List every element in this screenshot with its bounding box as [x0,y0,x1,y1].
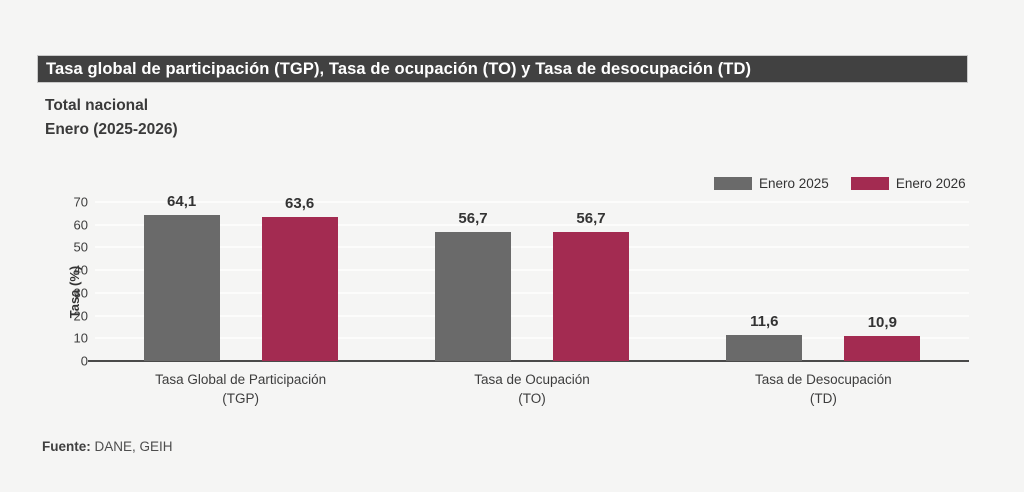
bar-group1-series1 [143,215,220,361]
chart-title: Tasa global de participación (TGP), Tasa… [46,59,752,78]
bar-group2-series2 [553,232,629,361]
y-tick-label-60: 60 [73,217,88,233]
gridline-y-60 [95,223,969,226]
bar-group2-series1 [435,232,511,361]
value-label-group3-series1: 11,6 [750,313,779,330]
legend-item-2026: Enero 2026 [850,176,966,191]
legend-label-2026: Enero 2026 [895,176,966,191]
y-tick-label-50: 50 [73,239,88,255]
value-label-group2-series2: 56,7 [576,210,606,227]
source-value: DANE, GEIH [90,439,173,454]
gridline-y-10 [95,337,969,340]
y-tick-label-0: 0 [80,353,88,369]
gridline-y-40 [95,269,969,272]
x-category-label-2: Tasa de Ocupación (TO) [474,372,590,406]
value-label-group1-series2: 63,6 [285,195,315,212]
plot-area: Tasa (%) 0 10 20 30 40 50 60 70 64,1 63,6 Tasa Glo… [67,193,969,406]
gridline-y-50 [95,246,969,249]
source-note: Fuente: DANE, GEIH [42,439,173,454]
x-axis-line [88,360,969,362]
x-category-label-3: Tasa de Desocupación (TD) [755,372,892,406]
legend-item-2025: Enero 2025 [714,176,829,191]
legend: Enero 2025 Enero 2026 [714,176,966,191]
y-tick-label-30: 30 [73,285,88,301]
gridline-y-30 [95,291,969,294]
value-label-group1-series1: 64,1 [167,193,197,210]
legend-swatch-2026 [850,177,889,190]
bar-group3-series1 [726,335,803,361]
y-tick-label-70: 70 [73,194,88,210]
x-category-label-1: Tasa Global de Participación (TGP) [155,372,327,406]
bar-group1-series2 [261,217,338,361]
gridline-y-20 [95,314,969,317]
y-tick-label-10: 10 [73,330,88,346]
value-label-group2-series1: 56,7 [458,210,488,227]
chart-subtitle: Total nacional Enero (2025-2026) [45,94,178,142]
value-label-group3-series2: 10,9 [867,314,897,331]
subtitle-line-1: Total nacional [45,97,149,114]
legend-swatch-2025 [714,177,752,190]
chart-title-bar: Tasa global de participación (TGP), Tasa… [37,55,968,83]
y-tick-label-40: 40 [73,262,88,278]
source-label: Fuente: [42,439,91,454]
bar-group3-series2 [844,336,921,361]
gridline-y-70 [95,201,969,203]
legend-label-2025: Enero 2025 [759,176,829,191]
subtitle-line-2: Enero (2025-2026) [45,121,178,138]
y-tick-label-20: 20 [73,308,88,324]
